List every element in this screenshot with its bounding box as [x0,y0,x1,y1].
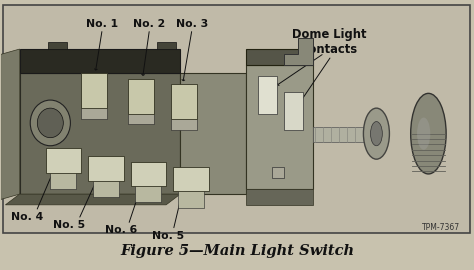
FancyBboxPatch shape [171,116,197,130]
FancyBboxPatch shape [171,84,197,119]
FancyBboxPatch shape [313,127,367,142]
FancyBboxPatch shape [284,92,303,130]
Text: Dome Light
Contacts: Dome Light Contacts [292,28,366,56]
FancyBboxPatch shape [128,79,155,113]
Text: No. 4: No. 4 [10,212,43,222]
FancyBboxPatch shape [46,148,81,173]
FancyBboxPatch shape [131,162,166,186]
FancyBboxPatch shape [128,111,155,124]
FancyBboxPatch shape [88,157,124,181]
FancyBboxPatch shape [93,178,119,197]
Polygon shape [180,73,246,194]
Text: No. 6: No. 6 [105,225,137,235]
FancyBboxPatch shape [81,73,107,108]
Ellipse shape [410,93,446,174]
Polygon shape [246,189,313,205]
Text: No. 1: No. 1 [86,19,118,29]
Text: No. 2: No. 2 [134,19,166,29]
Ellipse shape [371,122,383,146]
Ellipse shape [364,108,390,159]
FancyBboxPatch shape [156,42,175,49]
FancyBboxPatch shape [50,170,76,189]
Polygon shape [19,49,180,73]
Polygon shape [246,65,313,189]
FancyBboxPatch shape [273,167,284,178]
Polygon shape [284,38,313,65]
FancyBboxPatch shape [173,167,209,191]
FancyBboxPatch shape [136,183,161,202]
FancyBboxPatch shape [81,106,107,119]
Ellipse shape [30,100,71,146]
Text: No. 5: No. 5 [153,231,184,241]
Polygon shape [19,73,180,194]
Text: TPM-7367: TPM-7367 [422,223,460,232]
Text: Figure 5—Main Light Switch: Figure 5—Main Light Switch [120,244,354,258]
Ellipse shape [417,117,430,150]
Text: No. 5: No. 5 [53,220,85,230]
Polygon shape [5,194,180,205]
FancyBboxPatch shape [48,42,67,49]
Polygon shape [246,49,313,65]
Ellipse shape [37,108,64,138]
Polygon shape [0,49,19,200]
FancyBboxPatch shape [3,5,470,233]
Text: No. 3: No. 3 [176,19,208,29]
FancyBboxPatch shape [258,76,277,113]
FancyBboxPatch shape [178,189,204,208]
